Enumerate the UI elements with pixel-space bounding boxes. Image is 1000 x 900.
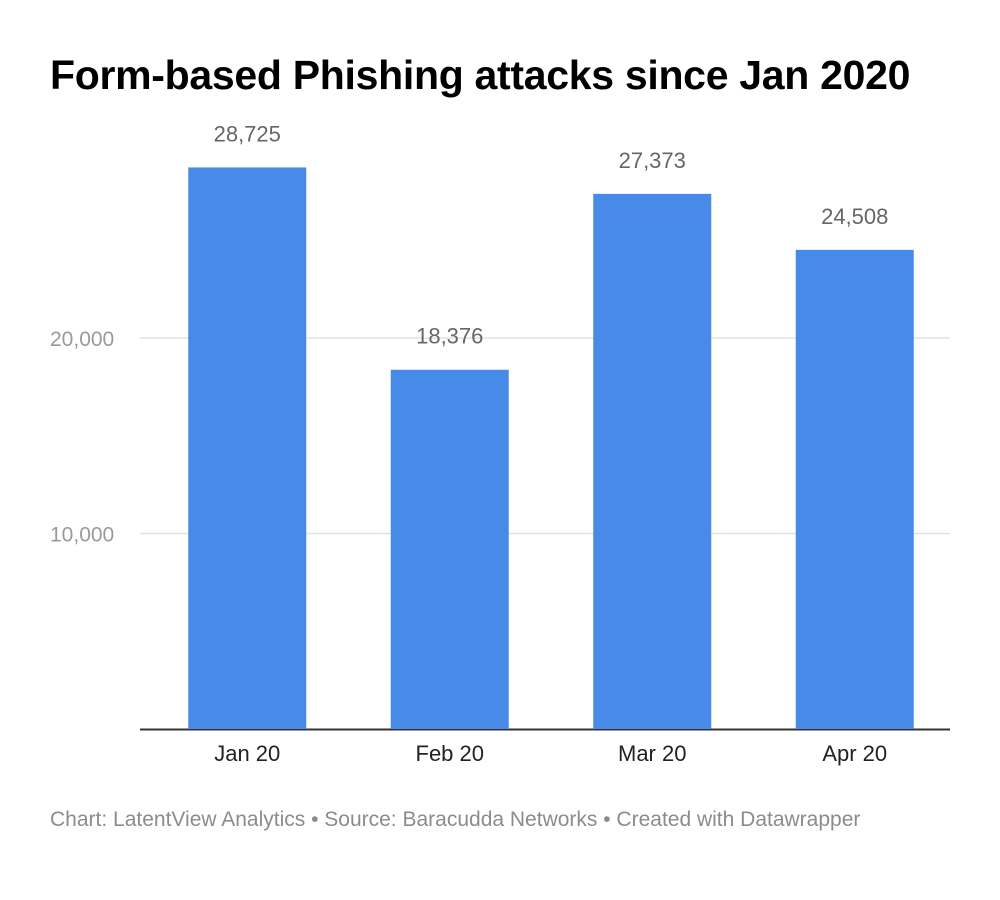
value-label: 18,376	[416, 324, 483, 349]
labels: 10,000 20,000 28,725 Jan 20 18,376 Feb 20 27,3…	[50, 121, 888, 766]
value-label: 24,508	[821, 204, 888, 229]
chart-footer: Chart: LatentView Analytics • Source: Ba…	[50, 808, 861, 831]
bars	[188, 167, 914, 730]
bar-apr-20	[795, 249, 914, 730]
bar-feb-20	[390, 369, 509, 729]
bar-mar-20	[593, 193, 712, 729]
value-label: 28,725	[214, 121, 281, 146]
bar-jan-20	[188, 167, 307, 729]
y-tick-label: 10,000	[50, 524, 114, 547]
x-tick-label: Jan 20	[214, 741, 280, 766]
chart-title: Form-based Phishing attacks since Jan 20…	[50, 52, 911, 98]
x-tick-label: Feb 20	[416, 741, 485, 766]
x-tick-label: Mar 20	[618, 741, 686, 766]
y-tick-label: 20,000	[50, 328, 114, 351]
value-label: 27,373	[619, 148, 686, 173]
x-tick-label: Apr 20	[822, 741, 887, 766]
